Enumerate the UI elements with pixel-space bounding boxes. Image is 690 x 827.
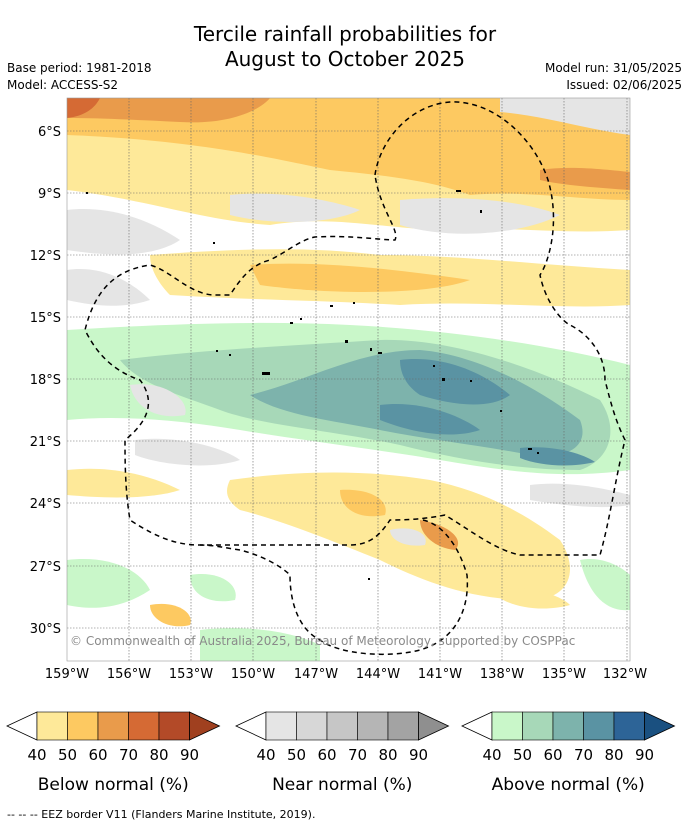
lat-label: 15°S: [30, 311, 61, 326]
lat-label: 18°S: [30, 373, 61, 388]
lon-label: 144°W: [356, 667, 400, 682]
colorbar-2: 40 50 60 70 80 90 Above normal (%): [461, 711, 676, 795]
map-title: Tercile rainfall probabilities for Augus…: [0, 22, 690, 72]
lon-label: 150°W: [231, 667, 275, 682]
lat-label: 12°S: [30, 249, 61, 264]
lat-label: 21°S: [30, 435, 61, 450]
colorbar-tick: 50: [513, 746, 532, 764]
colorbar-segment: [36, 711, 68, 741]
lat-label: 27°S: [30, 560, 61, 575]
colorbar-tick: 80: [149, 746, 168, 764]
colorbar-segment: [97, 711, 129, 741]
colorbar-segment: [613, 711, 645, 741]
colorbar-tick: 90: [635, 746, 654, 764]
base-period: Base period: 1981-2018: [7, 61, 152, 75]
colorbar-tick: 50: [58, 746, 77, 764]
eez-footnote: -- -- -- EEZ border V11 (Flanders Marine…: [7, 808, 316, 821]
colorbar-segment: [265, 711, 297, 741]
lat-label: 6°S: [38, 125, 61, 140]
colorbar-tick: 80: [378, 746, 397, 764]
colorbar-tick: 60: [88, 746, 107, 764]
colorbar-max-arrow: [644, 711, 676, 741]
colorbar-segment: [296, 711, 328, 741]
islands: [86, 190, 539, 580]
colorbar-max-arrow: [418, 711, 450, 741]
colorbar-min-arrow: [6, 711, 38, 741]
colorbar-segment: [583, 711, 615, 741]
lat-label: 30°S: [30, 622, 61, 637]
colorbar-segment: [67, 711, 99, 741]
colorbar-segment: [552, 711, 584, 741]
colorbar-tick: 70: [348, 746, 367, 764]
copyright-notice: © Commonwealth of Australia 2025, Bureau…: [70, 634, 576, 648]
issued-date: Issued: 02/06/2025: [566, 78, 682, 92]
colorbar-tick: 80: [604, 746, 623, 764]
colorbar-legend: 40 50 60 70 80 90 Below normal (%) 40 50 60 70 80 90…: [6, 711, 676, 795]
colorbar-tick: 40: [27, 746, 46, 764]
lon-label: 156°W: [107, 667, 151, 682]
colorbar-segment: [387, 711, 419, 741]
probability-field: [67, 98, 630, 661]
lon-label: 141°W: [418, 667, 462, 682]
lon-label: 135°W: [542, 667, 586, 682]
gridlines: [67, 98, 630, 661]
eez-border: [84, 101, 626, 656]
colorbar-tick: 90: [409, 746, 428, 764]
colorbar-title: Near normal (%): [272, 775, 412, 795]
colorbar-tick: 50: [287, 746, 306, 764]
colorbar-min-arrow: [461, 711, 493, 741]
title-line-2: August to October 2025: [224, 47, 466, 71]
model-run: Model run: 31/05/2025: [544, 61, 682, 75]
meta-left: Base period: 1981-2018 Model: ACCESS-S2: [7, 60, 152, 94]
colorbar-min-arrow: [235, 711, 267, 741]
colorbar-segment: [522, 711, 554, 741]
colorbar-segment: [158, 711, 190, 741]
colorbar-tick: 60: [543, 746, 562, 764]
colorbar-tick: 90: [180, 746, 199, 764]
colorbar-tick: 70: [574, 746, 593, 764]
model-name: Model: ACCESS-S2: [7, 78, 119, 92]
lat-label: 24°S: [30, 497, 61, 512]
colorbar-max-arrow: [189, 711, 221, 741]
lon-label: 132°W: [603, 667, 647, 682]
colorbar-tick: 70: [119, 746, 138, 764]
colorbar-title: Below normal (%): [38, 775, 189, 795]
colorbar-tick: 40: [256, 746, 275, 764]
lon-label: 147°W: [294, 667, 338, 682]
colorbar-title: Above normal (%): [492, 775, 645, 795]
colorbar-segment: [357, 711, 389, 741]
colorbar-segment: [491, 711, 523, 741]
colorbar-segment: [128, 711, 160, 741]
colorbar-tick: 40: [482, 746, 501, 764]
colorbar-0: 40 50 60 70 80 90 Below normal (%): [6, 711, 221, 795]
map-frame: [66, 97, 631, 662]
colorbar-tick: 60: [317, 746, 336, 764]
colorbar-segment: [326, 711, 358, 741]
title-line-1: Tercile rainfall probabilities for: [193, 22, 497, 46]
lon-label: 138°W: [480, 667, 524, 682]
lat-label: 9°S: [38, 187, 61, 202]
lon-label: 153°W: [169, 667, 213, 682]
meta-right: Model run: 31/05/2025 Issued: 02/06/2025: [545, 60, 682, 94]
lon-label: 159°W: [45, 667, 89, 682]
colorbar-1: 40 50 60 70 80 90 Near normal (%): [235, 711, 450, 795]
